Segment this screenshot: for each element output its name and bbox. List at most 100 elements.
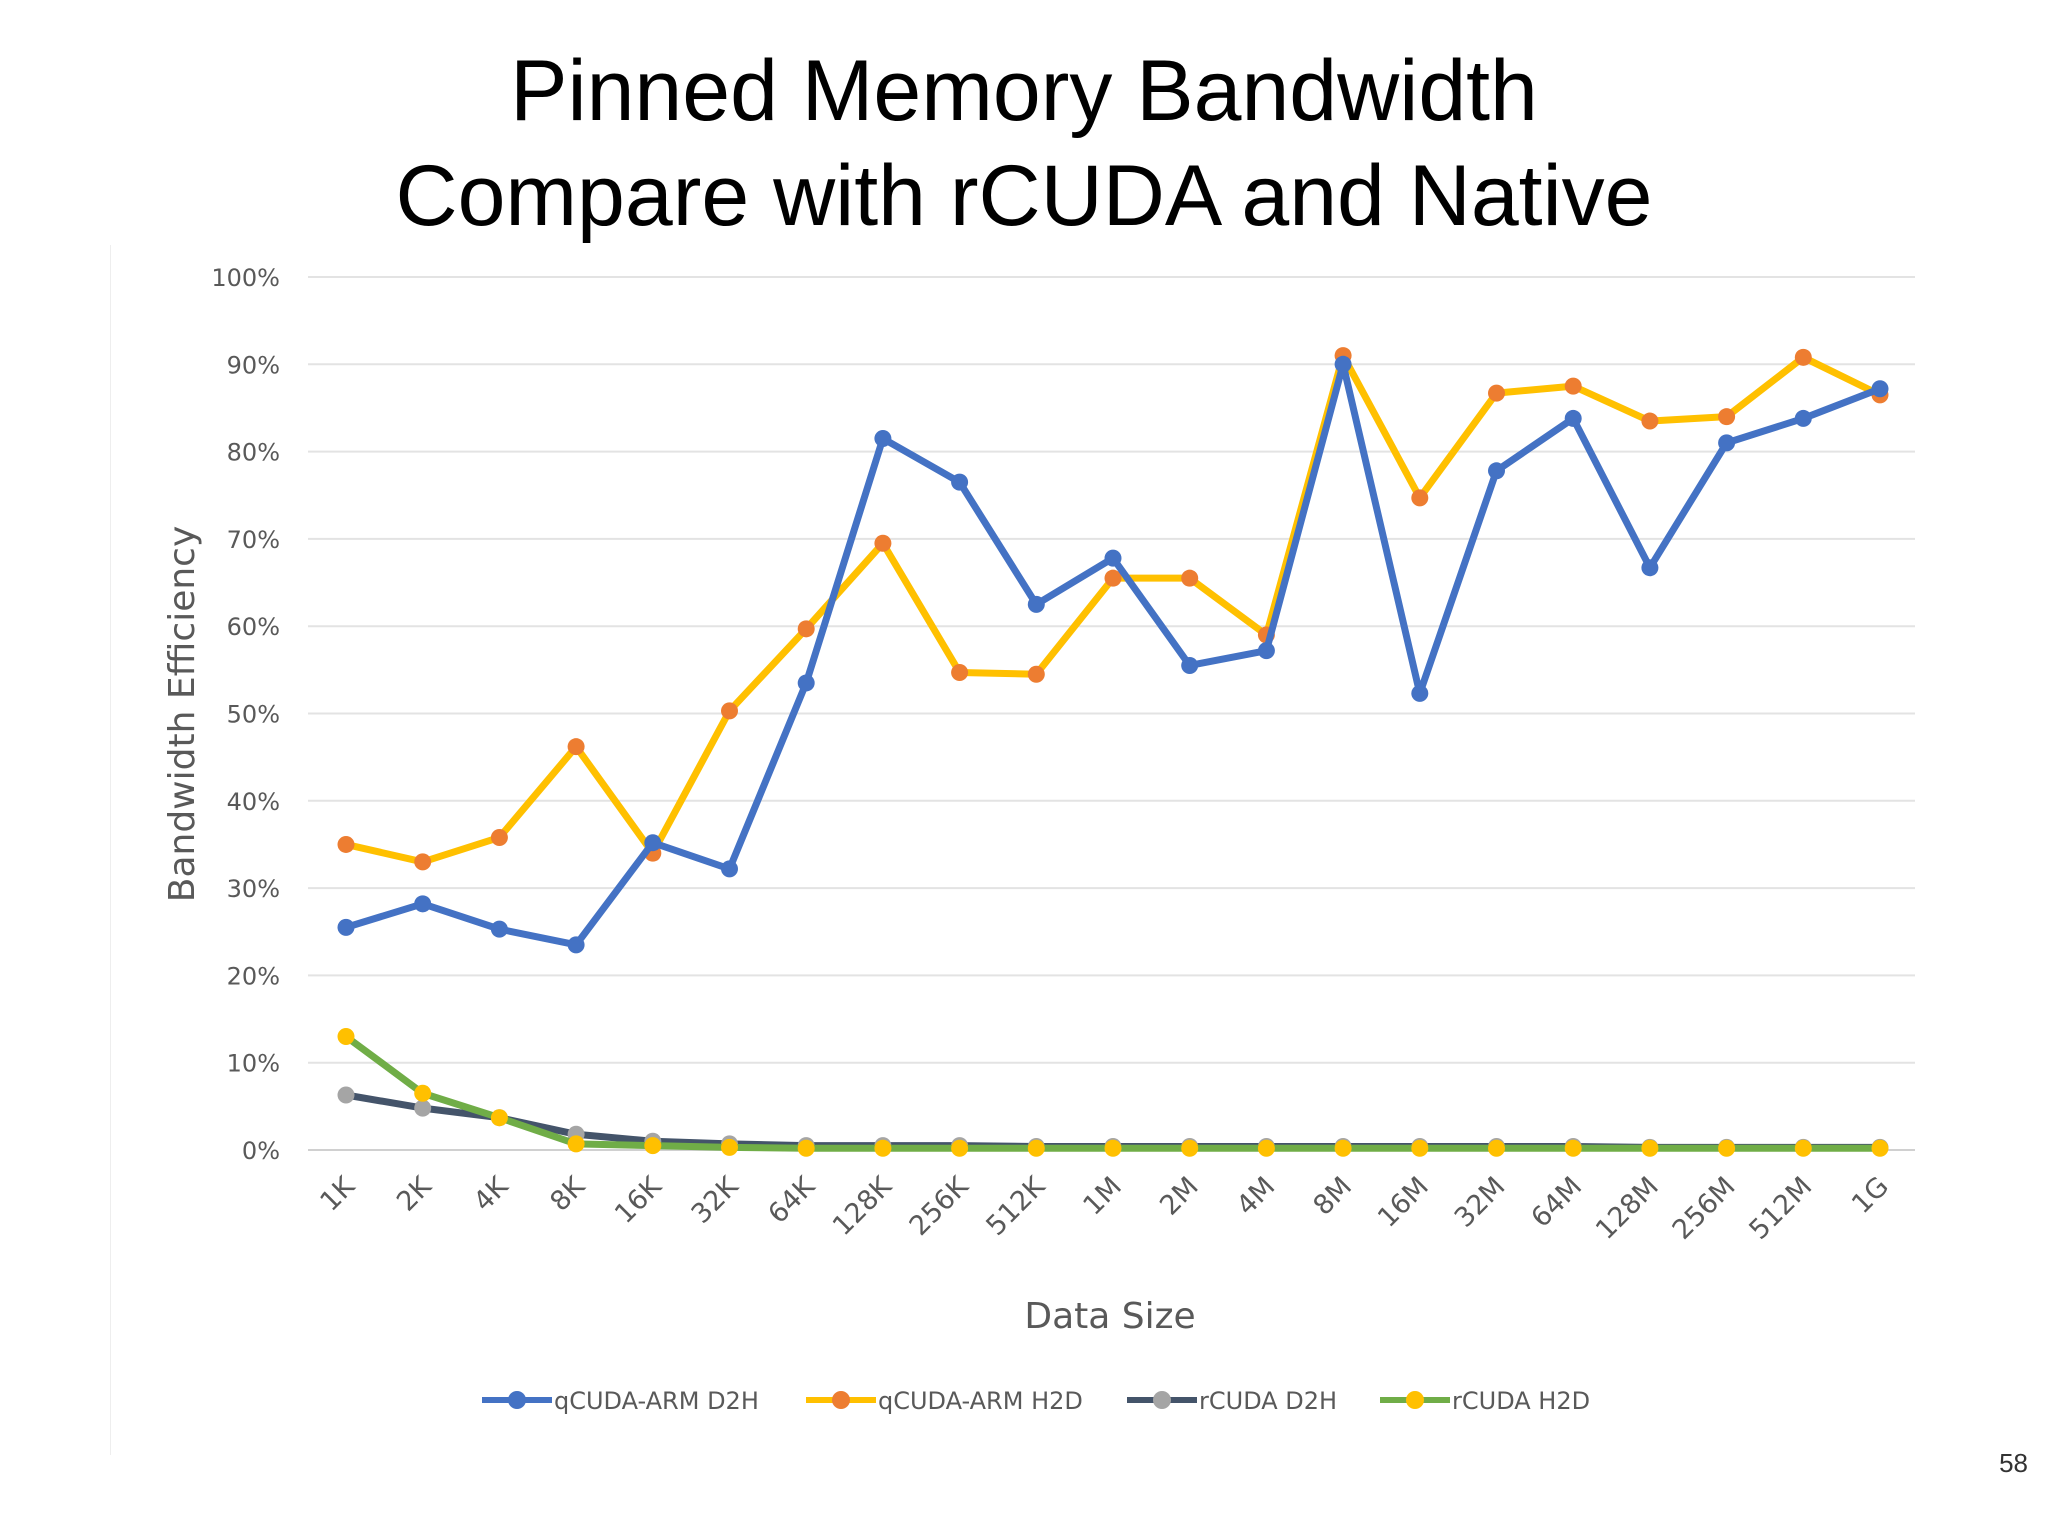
data-point	[721, 1138, 738, 1156]
data-point	[1488, 1139, 1505, 1157]
y-tick-label: 50%	[227, 701, 280, 729]
data-point	[337, 1028, 355, 1046]
x-tick-label: 16K	[609, 1170, 669, 1230]
data-point	[414, 1084, 432, 1102]
data-point	[337, 1086, 355, 1104]
x-axis-title: Data Size	[1024, 1296, 1195, 1337]
data-point	[1641, 412, 1659, 430]
x-tick-label: 2M	[1154, 1171, 1205, 1222]
data-point	[951, 1139, 969, 1157]
legend-label: rCUDA D2H	[1199, 1387, 1337, 1415]
slide-number: 58	[1999, 1448, 2028, 1478]
data-point	[1718, 434, 1736, 452]
data-point	[1181, 1139, 1199, 1157]
legend-label: rCUDA H2D	[1452, 1387, 1590, 1415]
data-point	[797, 1139, 815, 1157]
legend-item-0: qCUDA-ARM D2H	[482, 1387, 759, 1415]
x-tick-label: 8M	[1308, 1171, 1359, 1222]
data-point	[1641, 559, 1659, 577]
data-point	[1488, 384, 1505, 402]
data-point	[1871, 1139, 1889, 1157]
y-tick-label: 30%	[227, 875, 280, 903]
data-point	[1257, 1139, 1275, 1157]
y-axis-title: Bandwidth Efficiency	[162, 526, 203, 903]
y-tick-label: 90%	[227, 351, 280, 379]
data-point	[797, 620, 815, 638]
data-point	[1027, 665, 1045, 683]
legend: qCUDA-ARM D2H qCUDA-ARM H2D rCUDA D2H rCUDA…	[482, 1387, 1590, 1415]
y-tick-label: 0%	[242, 1137, 280, 1165]
data-point	[874, 534, 892, 552]
x-tick-label: 256K	[904, 1170, 976, 1242]
legend-swatch-marker	[508, 1391, 526, 1409]
data-point	[1334, 1139, 1352, 1157]
data-point	[1794, 1139, 1812, 1157]
y-tick-label: 40%	[227, 788, 280, 816]
x-tick-label: 256M	[1667, 1171, 1742, 1246]
data-point	[1564, 1139, 1582, 1157]
data-point	[1564, 409, 1582, 427]
data-point	[490, 828, 508, 846]
data-point	[337, 835, 355, 853]
x-axis-ticks: 1K 2K 4K 8K 16K 32K 64K 128K 256K 512K 1M 2M 4M 8M 16M…	[314, 1170, 1895, 1246]
data-point	[1181, 656, 1199, 674]
slide-title-line-2: Compare with rCUDA and Native	[395, 148, 1653, 244]
y-tick-label: 20%	[227, 962, 280, 990]
data-point	[567, 738, 585, 756]
data-point	[1334, 355, 1352, 373]
x-tick-label: 2K	[391, 1170, 439, 1218]
x-tick-label: 64K	[762, 1170, 822, 1230]
data-point	[1027, 595, 1045, 613]
data-point	[951, 663, 969, 681]
data-point	[1871, 380, 1889, 398]
grid-lines	[308, 276, 1915, 1151]
data-point	[721, 860, 738, 878]
legend-swatch-marker	[1153, 1391, 1171, 1409]
legend-item-3: rCUDA H2D	[1380, 1387, 1590, 1415]
data-point	[337, 918, 355, 936]
data-point	[1104, 549, 1122, 567]
y-tick-label: 80%	[227, 439, 280, 467]
x-tick-label: 4M	[1231, 1171, 1282, 1222]
data-point	[567, 936, 585, 954]
legend-item-1: qCUDA-ARM H2D	[806, 1387, 1083, 1415]
x-tick-label: 1K	[314, 1170, 362, 1218]
data-point	[721, 702, 738, 720]
chart-frame-divider	[110, 245, 111, 1455]
data-point	[644, 834, 662, 852]
data-point	[1794, 348, 1812, 366]
data-point	[490, 920, 508, 938]
x-tick-label: 64M	[1525, 1171, 1588, 1234]
x-tick-label: 32M	[1449, 1171, 1512, 1234]
data-point	[644, 1137, 662, 1155]
data-point	[414, 895, 432, 913]
data-point	[1411, 489, 1429, 507]
x-tick-label: 32K	[686, 1170, 746, 1230]
x-tick-label: 1M	[1077, 1171, 1128, 1222]
series-3	[337, 1028, 1889, 1157]
data-point	[1104, 1139, 1122, 1157]
data-point	[1564, 377, 1582, 395]
x-tick-label: 8K	[544, 1170, 592, 1218]
data-point	[874, 430, 892, 448]
data-point	[1794, 409, 1812, 427]
data-point	[1641, 1139, 1659, 1157]
data-point	[797, 674, 815, 692]
data-point	[951, 473, 969, 491]
data-point	[1718, 408, 1736, 426]
data-point	[874, 1139, 892, 1157]
legend-swatch-marker	[832, 1391, 850, 1409]
x-tick-label: 512K	[980, 1170, 1052, 1242]
data-point	[1027, 1139, 1045, 1157]
data-point	[414, 1099, 432, 1117]
data-point	[490, 1109, 508, 1127]
data-point	[1257, 642, 1275, 660]
legend-swatch-marker	[1406, 1391, 1424, 1409]
y-tick-label: 60%	[227, 613, 280, 641]
series-0	[337, 355, 1889, 954]
data-point	[1488, 462, 1505, 480]
data-point	[1104, 569, 1122, 587]
x-tick-label: 1G	[1846, 1171, 1895, 1220]
